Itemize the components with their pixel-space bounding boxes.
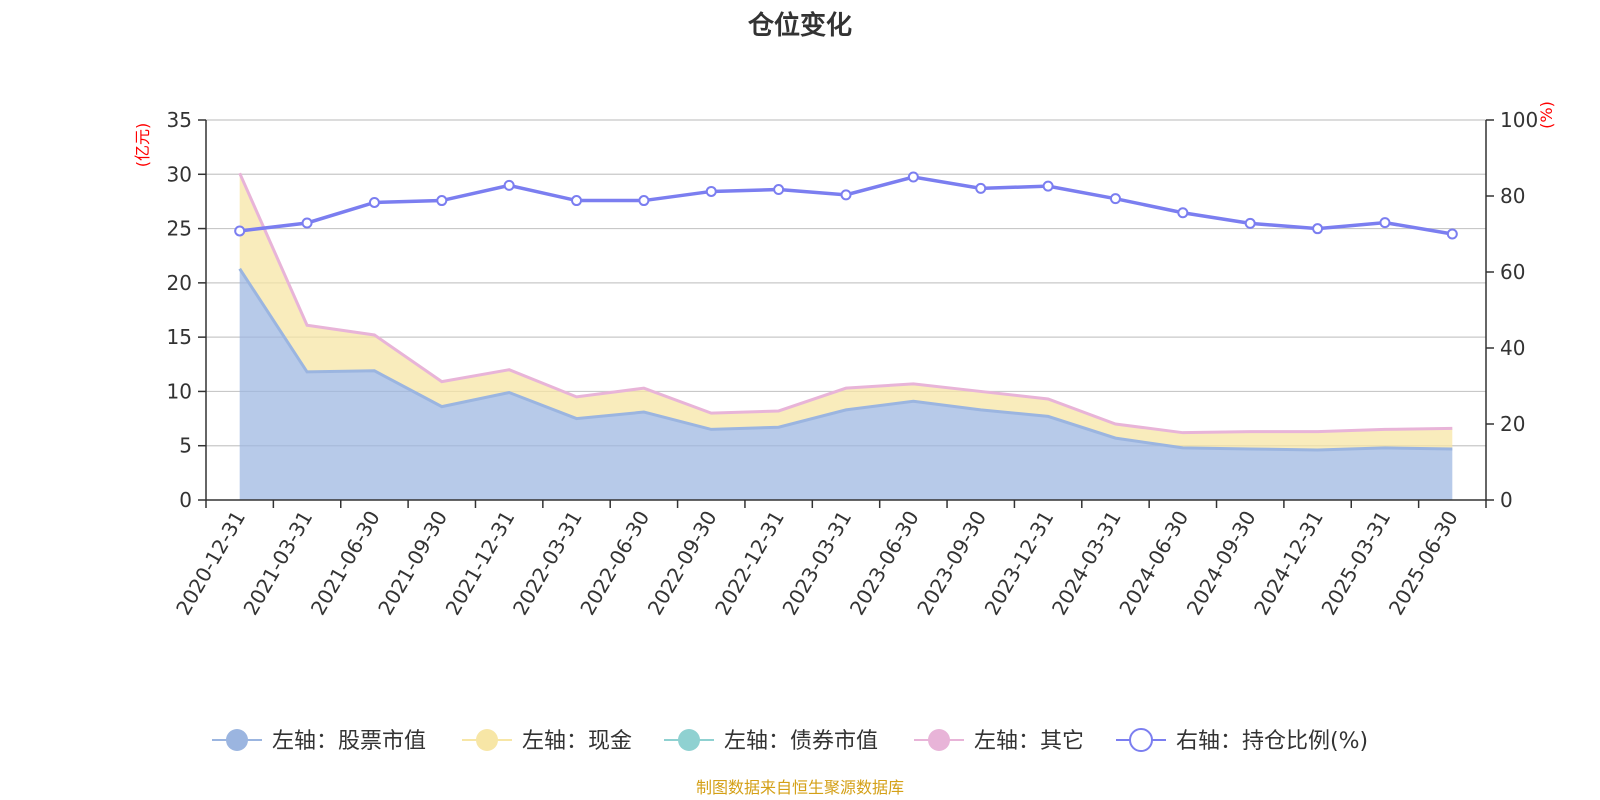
legend-label: 左轴：股票市值	[272, 729, 426, 754]
x-tick-label: 2020-12-31	[171, 507, 250, 620]
legend-item-other[interactable]: 左轴：其它	[914, 729, 1084, 754]
legend-item-bond[interactable]: 左轴：债券市值	[664, 729, 878, 754]
ratio-point[interactable]	[907, 171, 919, 183]
data-source-note: 制图数据来自恒生聚源数据库	[696, 778, 904, 797]
right-axis-unit: (%)	[1537, 101, 1556, 129]
x-tick-label: 2024-09-30	[1182, 507, 1261, 620]
x-tick-label: 2024-06-30	[1114, 507, 1193, 620]
ratio-point[interactable]	[638, 195, 650, 207]
right-tick-label: 0	[1500, 488, 1513, 512]
legend-marker-icon	[928, 729, 950, 751]
cash-area	[239, 173, 1453, 451]
legend-label: 左轴：其它	[974, 729, 1084, 754]
ratio-point[interactable]	[1312, 223, 1324, 235]
other-line	[238, 172, 1453, 435]
ratio-line	[239, 175, 1453, 236]
stock-area	[239, 268, 1453, 500]
ratio-point[interactable]	[1446, 228, 1458, 240]
x-tick-label: 2022-12-31	[710, 507, 789, 620]
right-tick-label: 80	[1500, 184, 1525, 208]
left-tick-label: 20	[167, 271, 192, 295]
ratio-point[interactable]	[1177, 207, 1189, 219]
x-tick-label: 2025-03-31	[1316, 507, 1395, 620]
left-axis-unit: (亿元)	[133, 123, 152, 168]
right-tick-label: 40	[1500, 336, 1525, 360]
stock-line	[238, 267, 1453, 452]
x-tick-label: 2021-03-31	[238, 507, 317, 620]
chart-title: 仓位变化	[747, 10, 852, 41]
x-tick-label: 2022-06-30	[575, 507, 654, 620]
x-tick-label: 2025-06-30	[1384, 507, 1463, 620]
left-tick-label: 5	[179, 434, 192, 458]
ratio-point[interactable]	[571, 195, 583, 207]
ratio-point[interactable]	[1244, 217, 1256, 229]
area-series	[238, 172, 1453, 500]
ratio-point[interactable]	[1042, 180, 1054, 192]
ratio-point[interactable]	[436, 195, 448, 207]
left-tick-label: 30	[167, 162, 192, 186]
legend-item-cash[interactable]: 左轴：现金	[462, 729, 632, 754]
x-tick-label: 2021-09-30	[373, 506, 452, 619]
right-tick-label: 100	[1500, 108, 1538, 132]
left-tick-label: 35	[167, 108, 192, 132]
right-tick-label: 20	[1500, 412, 1525, 436]
ratio-point[interactable]	[1109, 193, 1121, 205]
left-tick-label: 15	[167, 325, 192, 349]
x-tick-label: 2022-03-31	[508, 507, 587, 620]
x-tick-label: 2023-09-30	[912, 507, 991, 620]
x-tick-label: 2023-06-30	[845, 507, 924, 620]
left-tick-label: 10	[167, 379, 192, 403]
legend-marker-icon	[476, 729, 498, 751]
ratio-point[interactable]	[975, 182, 987, 194]
legend-marker-icon	[678, 729, 700, 751]
ratio-point[interactable]	[840, 189, 852, 201]
ratio-point[interactable]	[368, 196, 380, 208]
legend-item-stock[interactable]: 左轴：股票市值	[212, 729, 426, 754]
x-tick-label: 2023-03-31	[777, 507, 856, 620]
x-tick-label: 2024-12-31	[1249, 507, 1328, 620]
ratio-point[interactable]	[234, 225, 246, 237]
x-tick-label: 2021-06-30	[306, 507, 385, 620]
legend-marker-icon	[226, 729, 248, 751]
legend[interactable]: 左轴：股票市值 左轴：现金 左轴：债券市值 左轴：其它 右轴：持仓比例(%)	[212, 728, 1368, 754]
x-tick-label: 2021-12-31	[441, 507, 520, 620]
x-tick-label: 2023-12-31	[980, 507, 1059, 620]
ratio-point[interactable]	[301, 217, 313, 229]
left-tick-label: 25	[167, 217, 192, 241]
ratio-point[interactable]	[503, 179, 515, 191]
right-tick-label: 60	[1500, 260, 1525, 284]
legend-label: 右轴：持仓比例(%)	[1176, 729, 1368, 754]
legend-label: 左轴：债券市值	[724, 729, 878, 754]
legend-label: 左轴：现金	[522, 729, 632, 754]
ratio-point[interactable]	[1379, 217, 1391, 229]
ratio-point[interactable]	[773, 184, 785, 196]
legend-marker-icon	[1129, 728, 1153, 752]
x-tick-label: 2024-03-31	[1047, 507, 1126, 620]
left-tick-label: 0	[179, 488, 192, 512]
x-tick-label: 2022-09-30	[643, 507, 722, 620]
legend-item-ratio[interactable]: 右轴：持仓比例(%)	[1116, 728, 1368, 754]
ratio-line-series	[234, 171, 1458, 240]
ratio-point[interactable]	[705, 185, 717, 197]
